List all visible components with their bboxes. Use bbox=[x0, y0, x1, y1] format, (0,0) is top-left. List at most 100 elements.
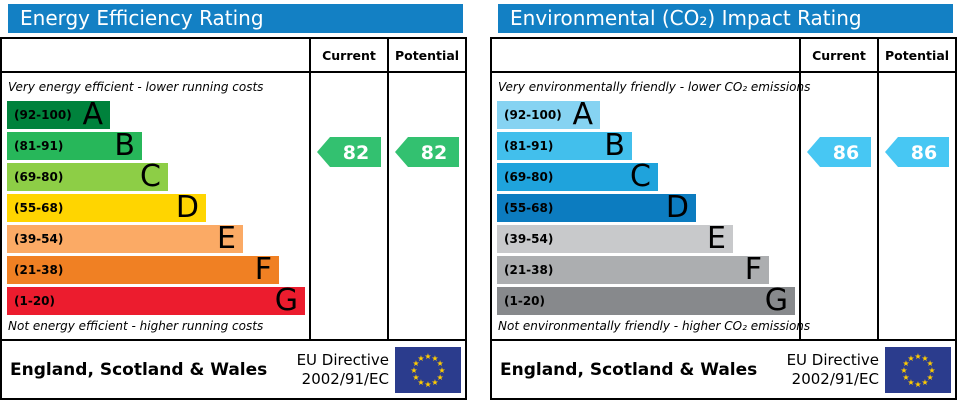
band-letter: E bbox=[217, 221, 236, 256]
rating-table: Very energy efficient - lower running co… bbox=[0, 37, 467, 400]
bands: (92-100) A (81-91) B (69-80) C (55-68) D (39-54)… bbox=[492, 73, 799, 339]
band-f: (21-38) F bbox=[7, 252, 279, 287]
eu-star-icon: ★ bbox=[902, 359, 909, 368]
eu-star-icon: ★ bbox=[424, 352, 431, 361]
eu-star-icon: ★ bbox=[417, 378, 424, 387]
potential-column-header: Potential bbox=[879, 39, 955, 73]
eu-star-icon: ★ bbox=[902, 373, 909, 382]
band-letter: C bbox=[140, 159, 161, 194]
environmental-impact-chart: Environmental (CO₂) Impact Rating Very e… bbox=[490, 0, 957, 404]
eu-directive-label: EU Directive 2002/91/EC bbox=[787, 351, 879, 389]
current-column-header: Current bbox=[801, 39, 877, 73]
eu-star-icon: ★ bbox=[431, 353, 438, 362]
eu-star-icon: ★ bbox=[914, 352, 921, 361]
band-range-label: (55-68) bbox=[14, 201, 64, 215]
band-letter: B bbox=[114, 128, 135, 163]
band-letter: G bbox=[764, 283, 788, 318]
eu-directive-line2: 2002/91/EC bbox=[791, 369, 879, 388]
eu-star-icon: ★ bbox=[437, 359, 444, 368]
empty-header-cell bbox=[492, 39, 799, 73]
eu-star-icon: ★ bbox=[431, 378, 438, 387]
band-d: (55-68) D bbox=[7, 190, 206, 225]
potential-column-header: Potential bbox=[389, 39, 465, 73]
eu-star-icon: ★ bbox=[921, 353, 928, 362]
rating-table: Very environmentally friendly - lower CO… bbox=[490, 37, 957, 400]
region-label: England, Scotland & Wales bbox=[500, 359, 758, 380]
band-letter: E bbox=[707, 221, 726, 256]
eu-star-icon: ★ bbox=[437, 373, 444, 382]
potential-arrow-zone: 86 bbox=[879, 73, 955, 339]
svg-text:82: 82 bbox=[343, 142, 369, 164]
eu-star-icon: ★ bbox=[900, 366, 907, 375]
band-c: (69-80) C bbox=[497, 162, 658, 192]
rating-grid: Very environmentally friendly - lower CO… bbox=[492, 39, 955, 339]
table-footer: England, Scotland & Wales EU Directive 2… bbox=[2, 339, 465, 398]
current-column: Current 82 bbox=[311, 39, 389, 339]
band-range-label: (21-38) bbox=[504, 263, 554, 277]
band-letter: D bbox=[175, 190, 199, 225]
eu-star-icon: ★ bbox=[424, 380, 431, 389]
region-label: England, Scotland & Wales bbox=[10, 359, 268, 380]
potential-column: Potential 82 bbox=[389, 39, 465, 339]
band-range-label: (81-91) bbox=[504, 139, 554, 153]
eu-star-icon: ★ bbox=[907, 353, 914, 362]
table-footer: England, Scotland & Wales EU Directive 2… bbox=[492, 339, 955, 398]
potential-rating-arrow: 82 bbox=[395, 137, 459, 167]
band-b: (81-91) B bbox=[7, 128, 142, 163]
top-caption: Very environmentally friendly - lower CO… bbox=[498, 80, 811, 94]
band-c: (69-80) C bbox=[7, 159, 168, 194]
bands: (92-100) A (81-91) B (69-80) C (55-68) D (39-54)… bbox=[2, 73, 309, 339]
potential-arrow-zone: 82 bbox=[389, 73, 465, 339]
band-g: (1-20) G bbox=[497, 283, 795, 318]
bottom-caption: Not energy efficient - higher running co… bbox=[8, 319, 264, 333]
top-caption: Very energy efficient - lower running co… bbox=[8, 80, 264, 94]
eu-flag-icon: ★ ★★★★★★★★★★★ bbox=[885, 346, 951, 393]
band-range-label: (92-100) bbox=[14, 108, 72, 122]
current-rating-arrow: 82 bbox=[317, 137, 381, 167]
eu-star-icon: ★ bbox=[412, 359, 419, 368]
band-a: (92-100) A bbox=[497, 100, 600, 130]
band-range-label: (69-80) bbox=[14, 170, 64, 184]
empty-header-cell bbox=[2, 39, 309, 73]
eu-star-icon: ★ bbox=[410, 366, 417, 375]
eu-star-icon: ★ bbox=[921, 378, 928, 387]
svg-text:82: 82 bbox=[421, 142, 447, 164]
band-letter: F bbox=[744, 252, 762, 287]
potential-rating-arrow: 86 bbox=[885, 137, 949, 167]
eu-star-icon: ★ bbox=[417, 353, 424, 362]
current-arrow-zone: 82 bbox=[311, 73, 387, 339]
band-range-label: (55-68) bbox=[504, 201, 554, 215]
band-range-label: (1-20) bbox=[14, 294, 55, 308]
bands-body: Very energy efficient - lower running co… bbox=[2, 73, 309, 339]
band-letter: F bbox=[254, 252, 272, 287]
band-range-label: (92-100) bbox=[504, 108, 562, 122]
current-column: Current 86 bbox=[801, 39, 879, 339]
band-letter: B bbox=[604, 128, 625, 163]
band-letter: A bbox=[82, 97, 103, 132]
band-f: (21-38) F bbox=[497, 252, 769, 287]
eu-flag-icon: ★ ★★★★★★★★★★★ bbox=[395, 346, 461, 393]
potential-column: Potential 86 bbox=[879, 39, 955, 339]
eu-directive-line1: EU Directive bbox=[296, 350, 389, 369]
eu-star-icon: ★ bbox=[907, 378, 914, 387]
band-range-label: (1-20) bbox=[504, 294, 545, 308]
band-range-label: (81-91) bbox=[14, 139, 64, 153]
svg-text:86: 86 bbox=[911, 142, 937, 164]
eu-star-icon: ★ bbox=[438, 366, 445, 375]
band-e: (39-54) E bbox=[497, 221, 733, 256]
svg-text:86: 86 bbox=[833, 142, 859, 164]
current-rating-arrow: 86 bbox=[807, 137, 871, 167]
eu-directive-line1: EU Directive bbox=[786, 350, 879, 369]
energy-efficiency-chart: Energy Efficiency Rating Very energy eff… bbox=[0, 0, 467, 404]
chart-title: Energy Efficiency Rating bbox=[8, 4, 463, 33]
band-range-label: (21-38) bbox=[14, 263, 64, 277]
rating-grid: Very energy efficient - lower running co… bbox=[2, 39, 465, 339]
band-g: (1-20) G bbox=[7, 286, 305, 316]
eu-directive-label: EU Directive 2002/91/EC bbox=[297, 351, 389, 389]
band-e: (39-54) E bbox=[7, 221, 243, 256]
eu-directive-line2: 2002/91/EC bbox=[301, 369, 389, 388]
band-a: (92-100) A bbox=[7, 97, 110, 132]
band-b: (81-91) B bbox=[497, 128, 632, 163]
bands-column: Very environmentally friendly - lower CO… bbox=[492, 39, 810, 339]
